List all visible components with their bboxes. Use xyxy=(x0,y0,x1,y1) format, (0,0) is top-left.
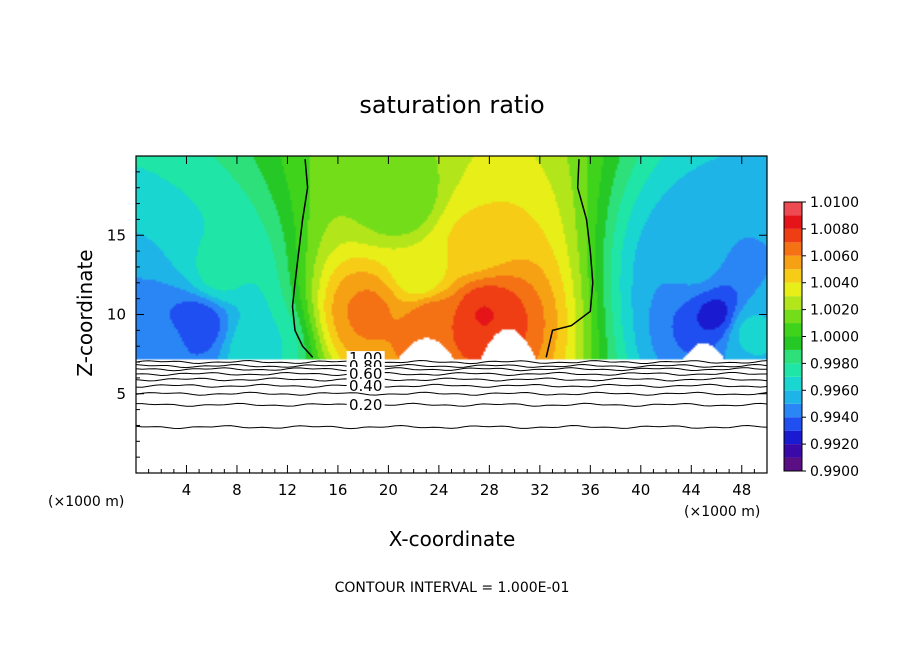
contour-line xyxy=(136,402,768,407)
contour-line xyxy=(135,383,768,388)
colorbar-tick-label: 1.0020 xyxy=(810,303,859,319)
colorbar-swatches xyxy=(784,202,802,471)
contour-line xyxy=(135,359,768,365)
saturation-contour xyxy=(545,159,594,358)
y-tick-label: 5 xyxy=(116,385,126,403)
x-unit-left: (×1000 m) xyxy=(48,494,124,510)
colorbar-swatch xyxy=(784,309,802,324)
x-tick-label: 12 xyxy=(278,481,297,499)
colorbar-tick-label: 0.9940 xyxy=(810,410,859,426)
x-tick-label: 40 xyxy=(631,481,650,499)
colorbar-swatch xyxy=(784,363,802,377)
contour-label: 0.40 xyxy=(349,377,382,395)
colorbar-swatch xyxy=(784,403,802,418)
y-axis-ticks: 5 10 15 xyxy=(107,171,767,458)
x-axis-label: X-coordinate xyxy=(389,527,516,551)
colorbar-swatch xyxy=(784,417,802,431)
x-tick-label: 8 xyxy=(232,481,242,499)
colorbar-swatch xyxy=(784,228,802,243)
contour-line xyxy=(135,391,768,396)
x-tick-label: 44 xyxy=(682,481,701,499)
y-tick-label: 10 xyxy=(107,306,126,324)
x-tick-label: 32 xyxy=(530,481,549,499)
colorbar-swatch xyxy=(784,269,802,283)
y-tick-label: 15 xyxy=(107,226,126,244)
colorbar: 1.0100 1.0080 1.0060 1.0040 1.0020 1.0000 0.99… xyxy=(783,195,859,480)
colorbar-swatch xyxy=(784,430,802,445)
contour-labels: 1.000.800.600.400.20 xyxy=(346,349,385,414)
colorbar-labels: 1.0100 1.0080 1.0060 1.0040 1.0020 1.0000 0.99… xyxy=(802,195,859,480)
colorbar-swatch xyxy=(784,296,802,310)
colorbar-swatch xyxy=(784,349,802,364)
colorbar-swatch xyxy=(784,215,802,229)
x-tick-label: 16 xyxy=(328,481,347,499)
x-axis-ticks: 4 8 12 16 20 24 28 32 36 40 44 48 xyxy=(148,156,755,499)
colorbar-swatch xyxy=(784,202,802,216)
contour-line xyxy=(135,367,767,372)
x-unit-right: (×1000 m) xyxy=(684,504,760,520)
contour-line xyxy=(135,424,768,430)
x-tick-label: 24 xyxy=(429,481,448,499)
x-tick-label: 48 xyxy=(732,481,751,499)
x-tick-label: 20 xyxy=(379,481,398,499)
contour-label: 0.20 xyxy=(349,396,382,414)
chart-title: saturation ratio xyxy=(359,91,544,119)
x-tick-label: 36 xyxy=(581,481,600,499)
contour-lines xyxy=(135,159,768,430)
x-tick-label: 4 xyxy=(182,481,192,499)
colorbar-swatch xyxy=(784,390,802,404)
colorbar-tick-label: 0.9900 xyxy=(810,464,859,480)
contour-interval-note: CONTOUR INTERVAL = 1.000E-01 xyxy=(335,580,570,596)
colorbar-swatch xyxy=(784,336,802,350)
contour-line xyxy=(135,371,767,377)
colorbar-swatch xyxy=(784,376,802,391)
colorbar-tick-label: 0.9960 xyxy=(810,383,859,399)
x-tick-label: 28 xyxy=(480,481,499,499)
colorbar-tick-label: 0.9920 xyxy=(810,437,859,453)
contour-line xyxy=(135,363,768,369)
contour-line xyxy=(135,377,768,382)
colorbar-swatch xyxy=(784,242,802,256)
saturation-contour xyxy=(291,159,314,358)
contour-label: 0.60 xyxy=(349,365,382,383)
colorbar-tick-label: 1.0040 xyxy=(810,276,859,292)
colorbar-swatch xyxy=(784,282,802,297)
colorbar-tick-label: 1.0000 xyxy=(810,330,859,346)
colorbar-tick-label: 1.0080 xyxy=(810,222,859,238)
colorbar-swatch xyxy=(784,457,802,471)
y-axis-label: Z-coordinate xyxy=(73,249,97,376)
colorbar-tick-label: 0.9980 xyxy=(810,356,859,372)
colorbar-swatch xyxy=(784,323,802,337)
contour-label-bg xyxy=(346,378,385,392)
colorbar-swatch xyxy=(784,444,802,458)
contour-label-bg xyxy=(346,397,385,411)
colorbar-tick-label: 1.0100 xyxy=(810,195,859,211)
plot-area: 1.000.800.600.400.20 4 8 12 16 20 24 28 32 36 40 4… xyxy=(107,155,768,499)
colorbar-tick-label: 1.0060 xyxy=(810,249,859,265)
contour-label-bg xyxy=(346,366,385,380)
colorbar-swatch xyxy=(784,255,802,270)
saturation-field xyxy=(136,156,767,473)
